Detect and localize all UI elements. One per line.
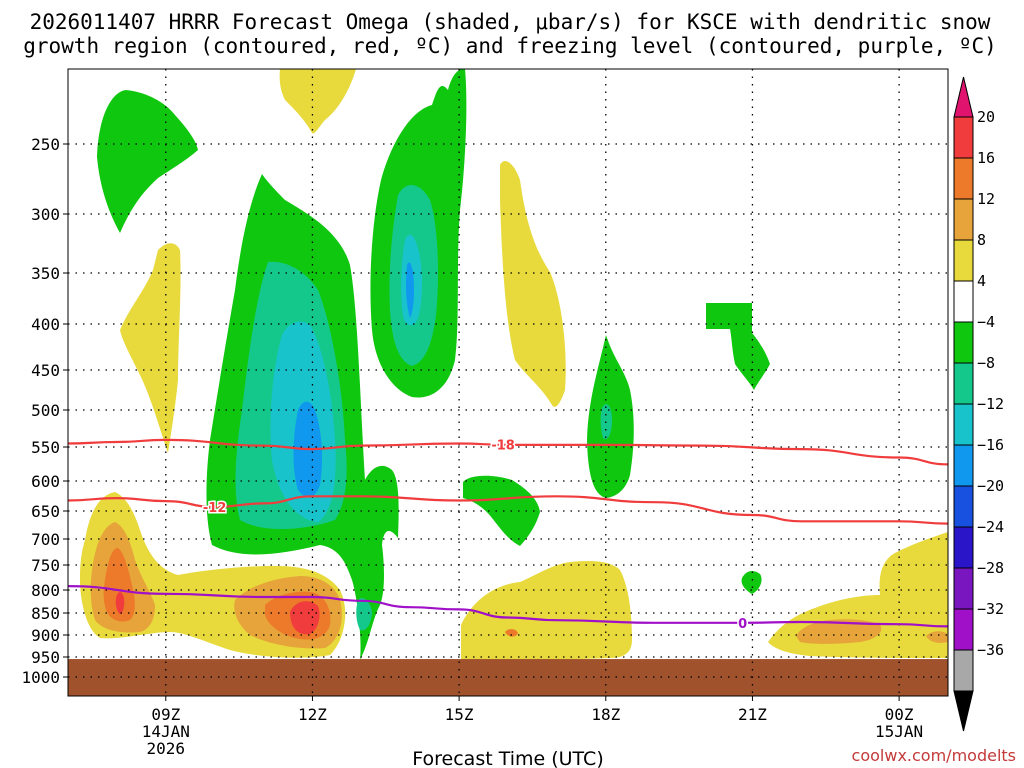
colorbar-bottom-arrow xyxy=(953,690,974,732)
omega-region-downward xyxy=(120,243,181,453)
contour-line--18 xyxy=(67,438,949,466)
contour-line-0 xyxy=(67,585,949,628)
colorbar-label: −16 xyxy=(977,436,1004,454)
y-tick-label: 700 xyxy=(31,530,60,549)
colorbar-label: −8 xyxy=(977,354,995,372)
x-tick-label: 18Z xyxy=(591,705,620,724)
colorbar-top-arrow xyxy=(953,76,974,118)
x-tick-label: 15Z xyxy=(445,705,474,724)
colorbar-label: 20 xyxy=(977,108,995,126)
colorbar-label: −32 xyxy=(977,600,1004,618)
y-axis: 250 300 350 400 450 500 550 600 650 700 750 800 850 9… xyxy=(21,135,68,687)
omega-region-upward xyxy=(406,262,414,318)
y-tick-label: 300 xyxy=(31,205,60,224)
omega-region-downward xyxy=(115,592,125,614)
colorbar-swatch xyxy=(953,198,974,241)
y-tick-label: 950 xyxy=(31,648,60,667)
colorbar-label: −20 xyxy=(977,477,1004,495)
y-tick-label: 450 xyxy=(31,361,60,380)
contour-label: -12 xyxy=(203,501,227,516)
x-tick-label: 15JAN xyxy=(875,722,923,741)
contour-label: -18 xyxy=(491,439,515,454)
chart-title-line-2: growth region (contoured, red, ºC) and f… xyxy=(23,34,997,58)
omega-region-upward xyxy=(741,570,762,594)
x-tick-label: 2026 xyxy=(147,739,186,758)
colorbar-swatch xyxy=(953,116,974,159)
colorbar-swatch xyxy=(953,526,974,569)
contour-line--12 xyxy=(67,495,949,525)
omega-region-downward xyxy=(796,619,882,644)
y-tick-label: 400 xyxy=(31,315,60,334)
colorbar-label: −28 xyxy=(977,559,1004,577)
y-tick-label: 650 xyxy=(31,502,60,521)
y-tick-label: 250 xyxy=(31,135,60,154)
colorbar-label: −24 xyxy=(977,518,1004,536)
x-tick-label: 00Z xyxy=(885,705,914,724)
colorbar-swatch xyxy=(953,649,974,692)
y-tick-label: 550 xyxy=(31,438,60,457)
contour-label: 0 xyxy=(738,617,747,632)
y-tick-label: 350 xyxy=(31,264,60,283)
chart-title-line-1: 2026011407 HRRR Forecast Omega (shaded, … xyxy=(30,10,991,34)
y-tick-label: 500 xyxy=(31,401,60,420)
colorbar-label: 4 xyxy=(977,272,986,290)
ground-layer xyxy=(68,659,948,696)
contours: -18 -12 0 xyxy=(67,437,949,633)
omega-region-downward xyxy=(926,631,948,643)
omega-shading xyxy=(80,68,948,660)
colorbar-label: 12 xyxy=(977,190,995,208)
colorbar-swatch xyxy=(953,403,974,446)
colorbar-label: 16 xyxy=(977,149,995,167)
y-tick-label: 850 xyxy=(31,604,60,623)
omega-region-upward xyxy=(97,90,198,233)
colorbar-swatch xyxy=(953,280,974,323)
y-tick-label: 600 xyxy=(31,472,60,491)
y-tick-label: 900 xyxy=(31,626,60,645)
x-tick-label: 14JAN xyxy=(142,722,190,741)
colorbar-label: −12 xyxy=(977,395,1004,413)
colorbar-swatch xyxy=(953,157,974,200)
omega-region-upward xyxy=(706,303,770,390)
plot-area: -18 -12 0 xyxy=(67,68,949,697)
x-tick-label: 12Z xyxy=(298,705,327,724)
credit-text: coolwx.com/modelts xyxy=(852,746,1016,765)
omega-region-upward xyxy=(356,598,372,631)
colorbar-swatch xyxy=(953,321,974,364)
colorbar-swatch xyxy=(953,362,974,405)
y-tick-label: 750 xyxy=(31,556,60,575)
omega-region-downward xyxy=(279,69,356,134)
colorbar-label: −4 xyxy=(977,313,995,331)
plot-frame xyxy=(67,68,949,697)
x-tick-label: 09Z xyxy=(151,705,180,724)
colorbar-swatch xyxy=(953,444,974,487)
omega-region-downward xyxy=(103,548,135,622)
colorbar-swatch xyxy=(953,485,974,528)
colorbar-label: 8 xyxy=(977,231,986,249)
colorbar-label: −36 xyxy=(977,641,1004,659)
y-tick-label: 1000 xyxy=(21,668,60,687)
colorbar: 20 16 12 8 4 −4 −8 −12 −16 −20 −24 −28 −32 −36 xyxy=(953,76,1004,732)
colorbar-swatch xyxy=(953,608,974,651)
y-tick-label: 800 xyxy=(31,581,60,600)
omega-region-upward xyxy=(463,475,540,546)
x-axis-label: Forecast Time (UTC) xyxy=(412,748,603,768)
omega-region-downward xyxy=(500,160,566,407)
colorbar-swatch xyxy=(953,567,974,610)
colorbar-swatch xyxy=(953,239,974,282)
omega-region-downward xyxy=(505,629,518,637)
x-tick-label: 21Z xyxy=(738,705,767,724)
